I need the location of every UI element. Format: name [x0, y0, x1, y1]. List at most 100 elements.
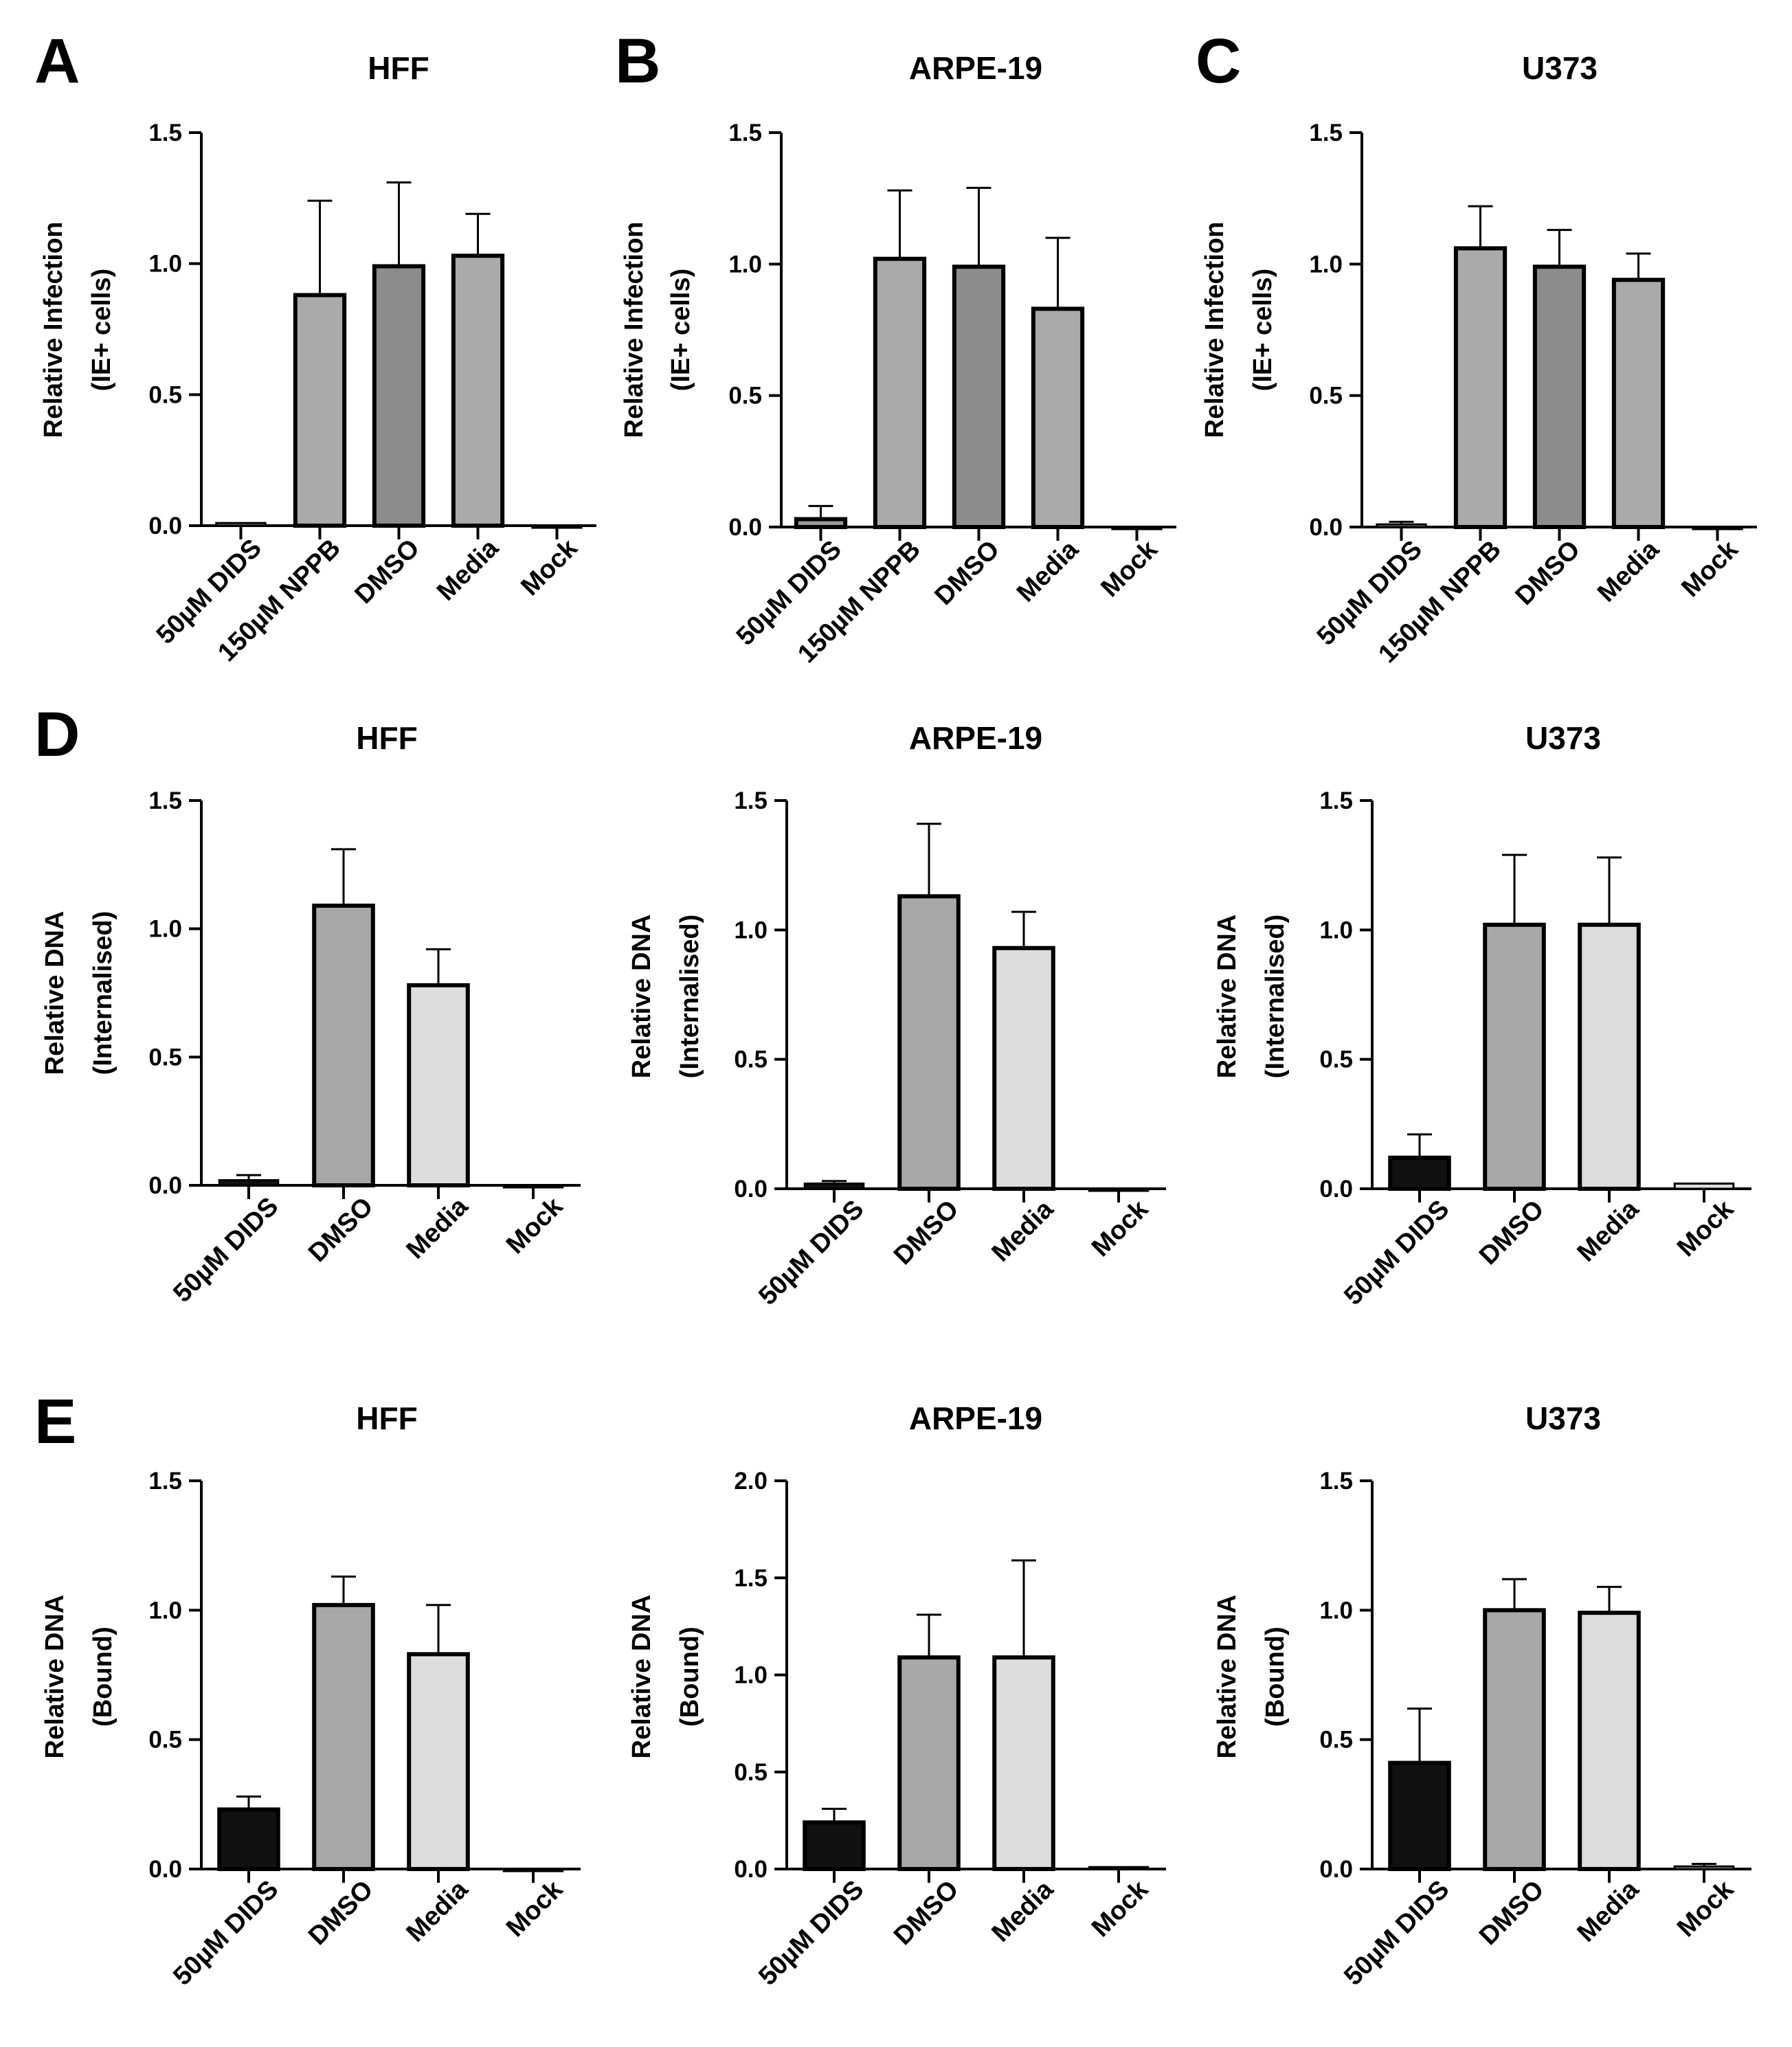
bar: [1673, 1865, 1735, 1870]
y-tick-label: 1.0: [728, 251, 762, 278]
y-tick-label: 0.5: [728, 383, 762, 410]
category-label: Media: [1011, 535, 1084, 607]
panel-letter: C: [1196, 26, 1241, 96]
bar: [451, 254, 505, 528]
y-tick-label: 1.0: [148, 916, 182, 943]
bar: [1673, 1182, 1735, 1190]
category-label: Mock: [515, 533, 583, 601]
chart-panel-7: E HFF Relative DNA (Bound) 0.0 0.5 1.0 1.5 50µM …: [34, 1387, 581, 1991]
y-tick-label: 0.5: [148, 381, 182, 408]
y-tick-label: 0.0: [1309, 514, 1343, 541]
category-label: Media: [1572, 1875, 1645, 1947]
panel-letter: B: [615, 26, 660, 96]
bar: [407, 983, 470, 1188]
bar: [897, 1655, 961, 1871]
y-tick-label: 1.0: [1319, 917, 1353, 943]
chart-title: HFF: [356, 720, 417, 756]
y-axis-label: Relative DNA: [1213, 915, 1242, 1079]
chart-title: HFF: [356, 1400, 417, 1436]
y-axis-label: Relative DNA: [1213, 1595, 1242, 1759]
panel-letter: E: [34, 1387, 76, 1457]
category-label: 50µM DIDS: [753, 1875, 869, 1991]
y-tick-label: 0.5: [1319, 1047, 1353, 1073]
category-label: 50µM DIDS: [168, 1192, 284, 1308]
y-axis-label: (Bound): [1261, 1626, 1290, 1727]
category-label: DMSO: [1510, 535, 1586, 611]
y-tick-label: 1.5: [1309, 120, 1343, 146]
bar: [803, 1182, 865, 1190]
bar: [215, 522, 267, 527]
bar: [897, 894, 961, 1192]
chart-title: ARPE-19: [909, 1400, 1042, 1436]
y-tick-label: 1.0: [148, 1597, 182, 1624]
bar: [1376, 523, 1427, 528]
y-axis-label: (IE+ cells): [87, 269, 116, 391]
category-label: DMSO: [303, 1875, 379, 1951]
bar: [312, 904, 375, 1187]
category-label: DMSO: [888, 1875, 964, 1951]
bar: [1578, 1611, 1641, 1872]
category-label: DMSO: [303, 1192, 379, 1268]
y-tick-label: 0.5: [1309, 383, 1343, 410]
chart-title: U373: [1525, 1400, 1601, 1436]
category-label: Mock: [1672, 1875, 1740, 1943]
chart-panel-3: C U373 Relative Infection (IE+ cells) 0.0 0.5…: [1196, 26, 1757, 669]
panel-letter: D: [34, 700, 80, 770]
category-label: Media: [1572, 1194, 1645, 1267]
panel-letter: A: [34, 26, 80, 96]
y-tick-label: 1.0: [1319, 1597, 1353, 1624]
chart-panel-8: ARPE-19 Relative DNA (Bound) 0.0 0.5 1.0 1.5 2.…: [627, 1400, 1166, 1991]
category-label: Media: [987, 1875, 1060, 1947]
chart-panel-5: ARPE-19 Relative DNA (Internalised) 0.0 0.5 1…: [627, 720, 1166, 1311]
y-tick-label: 1.5: [1319, 1468, 1353, 1495]
chart-title: ARPE-19: [909, 50, 1042, 86]
bar: [1578, 922, 1641, 1192]
bar: [992, 1655, 1055, 1871]
y-axis-label: (IE+ cells): [1248, 269, 1277, 391]
bar: [312, 1602, 375, 1872]
category-label: Media: [401, 1192, 474, 1264]
bar: [1388, 1760, 1451, 1871]
y-tick-label: 1.5: [148, 120, 182, 146]
bar: [407, 1652, 470, 1872]
category-label: Mock: [1676, 535, 1744, 603]
chart-panel-4: D HFF Relative DNA (Internalised) 0.0 0.5 1.0 1…: [34, 700, 581, 1308]
category-label: 50µM DIDS: [168, 1875, 284, 1991]
y-tick-label: 0.0: [148, 1856, 182, 1883]
y-axis-label: Relative DNA: [41, 911, 69, 1075]
category-label: Media: [432, 533, 504, 606]
y-tick-label: 2.0: [734, 1468, 768, 1495]
bar: [1483, 1608, 1546, 1871]
y-axis-label: Relative DNA: [627, 1595, 656, 1759]
category-label: Mock: [1095, 535, 1163, 603]
category-label: Media: [1592, 535, 1665, 607]
category-label: DMSO: [888, 1195, 964, 1271]
category-label: Mock: [501, 1192, 569, 1260]
y-tick-label: 1.5: [1319, 787, 1353, 814]
chart-title: HFF: [368, 50, 429, 86]
y-tick-label: 1.0: [734, 917, 768, 943]
y-tick-label: 0.0: [148, 513, 182, 539]
y-tick-label: 1.0: [148, 251, 182, 278]
bar: [1388, 1155, 1451, 1192]
bar: [293, 293, 347, 528]
chart-panel-2: B ARPE-19 Relative Infection (IE+ cells) 0.0…: [615, 26, 1176, 669]
y-axis-label: Relative Infection: [1200, 222, 1229, 438]
bar: [1611, 278, 1666, 529]
y-axis-label: (Bound): [675, 1626, 704, 1727]
y-axis-label: (Internalised): [1261, 915, 1290, 1079]
y-tick-label: 0.0: [148, 1172, 182, 1199]
category-label: Mock: [1672, 1194, 1740, 1262]
y-tick-label: 0.0: [1319, 1856, 1353, 1883]
category-label: 50µM DIDS: [753, 1195, 869, 1311]
y-axis-label: (Internalised): [89, 911, 117, 1075]
bar: [992, 946, 1055, 1191]
y-tick-label: 1.5: [734, 787, 768, 814]
y-tick-label: 0.5: [148, 1727, 182, 1754]
y-tick-label: 0.5: [734, 1047, 768, 1073]
category-label: Mock: [501, 1875, 569, 1943]
y-tick-label: 0.0: [734, 1856, 768, 1883]
chart-panel-6: U373 Relative DNA (Internalised) 0.0 0.5 1.0 1…: [1213, 720, 1751, 1311]
category-label: Media: [987, 1194, 1060, 1267]
bar: [1031, 306, 1085, 529]
